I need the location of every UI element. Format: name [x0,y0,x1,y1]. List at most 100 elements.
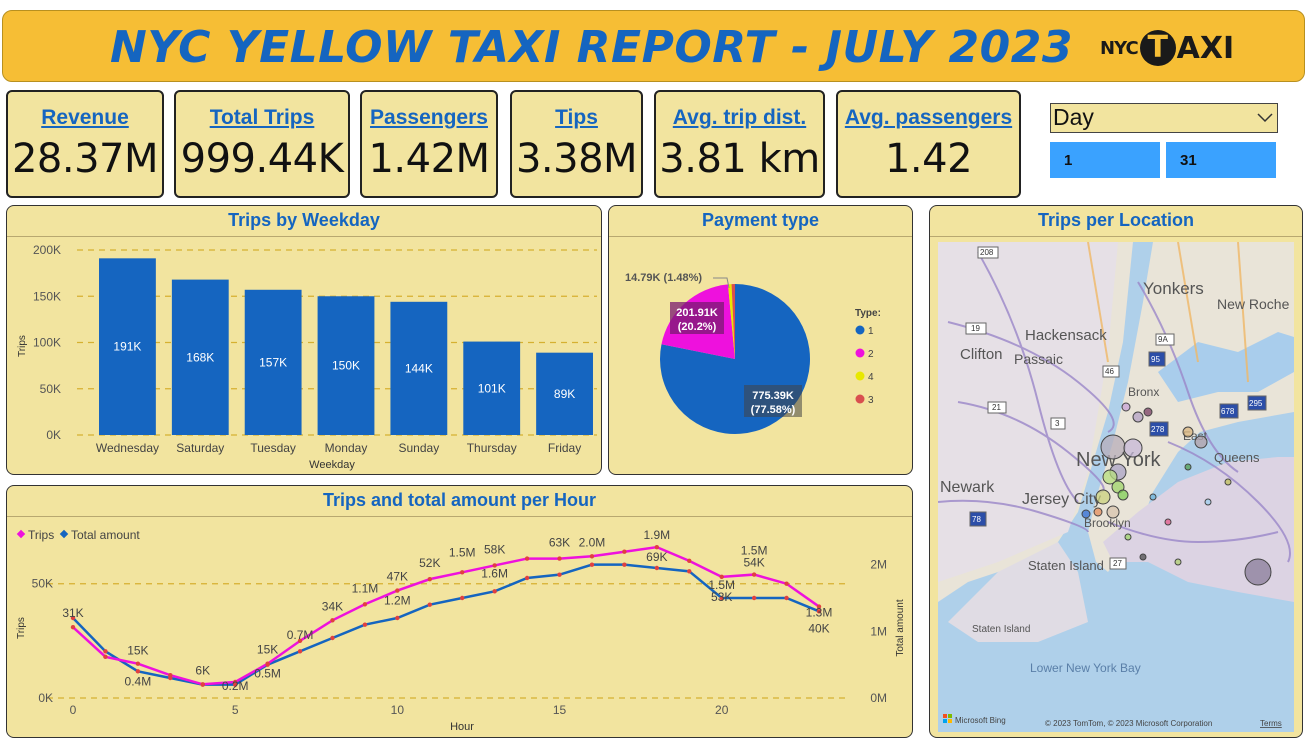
data-point [589,554,595,559]
route-shield: 27 [1113,559,1122,568]
bar-data-label: 157K [259,355,287,369]
data-point [524,575,530,581]
bar-data-label: 144K [405,361,433,375]
y-axis-title: Trips [17,335,28,357]
chevron-down-icon[interactable] [1257,110,1273,126]
bar-data-label: 150K [332,359,360,373]
map-label: Staten Island [972,624,1030,635]
data-point [687,558,692,564]
kpi-label: Avg. passengers [844,106,1013,129]
route-shield: 208 [980,248,994,257]
data-point [362,622,368,627]
point-data-label: 58K [484,542,505,556]
legend-label[interactable]: Total amount [71,528,140,542]
x-tick-label: Friday [548,441,581,455]
bar [463,341,521,435]
legend-label[interactable]: 3 [868,395,874,406]
data-point [427,576,432,582]
kpi-card-total-trips[interactable]: Total Trips 999.44K [174,90,350,198]
data-point [232,679,238,685]
pie-data-label: (77.58%) [751,404,796,416]
page-title: NYC YELLOW TAXI REPORT - JULY 2023 [110,22,1073,73]
data-point [751,572,757,577]
pie-data-label: 201.91K [676,307,718,319]
leader-line [713,277,730,289]
point-data-label: 15K [127,644,148,658]
data-point [816,609,822,614]
legend-label[interactable]: Trips [28,528,54,542]
point-data-label: 1.3M [806,606,833,620]
data-point [330,618,335,623]
legend-label[interactable]: 2 [868,349,874,360]
y-tick-label: 0K [38,691,53,705]
kpi-card-tips[interactable]: Tips 3.38M [510,90,643,198]
chart-title: Payment type [701,210,820,230]
day-slicer-dropdown[interactable]: Day [1050,103,1278,133]
trips-per-location-panel: Trips per Location Yonkers New Roche Hac… [929,205,1303,738]
slicer-range-end[interactable]: 31 [1166,142,1276,178]
bar [171,279,229,435]
point-data-label: 0.2M [222,679,249,693]
kpi-label: Avg. trip dist. [672,106,807,129]
data-point [492,589,497,594]
slicer-range-start[interactable]: 1 [1050,142,1160,178]
terms-link[interactable]: Terms [1260,719,1282,728]
pie-slice [727,284,735,359]
line-chart: 0K 50K 0M 1M 2M 0 5 10 15 20 Hour Trips Total amount… [16,528,906,733]
legend-label[interactable]: 1 [868,326,874,337]
bar [244,289,302,435]
x-tick-label: 10 [391,703,405,717]
kpi-card-avg-trip-dist[interactable]: Avg. trip dist. 3.81 km [654,90,825,198]
kpi-label: Total Trips [209,106,315,129]
data-point [70,615,76,621]
map-credits: © 2023 TomTom, © 2023 Microsoft Corporat… [1045,719,1212,728]
legend-marker [59,529,69,539]
bar [390,301,448,435]
series-line-trips [72,545,820,686]
legend-marker [855,371,865,381]
series-line-total-amount [72,563,820,686]
kpi-card-avg-passengers[interactable]: Avg. passengers 1.42 [836,90,1021,198]
data-point [297,638,303,644]
point-data-label: 1.5M [708,578,735,592]
data-point [687,569,692,574]
pie-data-label: 14.79K (1.48%) [625,272,702,284]
kpi-value: 1.42M [368,136,490,182]
kpi-label: Passengers [370,106,488,129]
route-shield: 19 [971,324,980,333]
data-point [103,649,108,654]
legend-label[interactable]: 4 [868,372,874,383]
map-label: Yonkers [1143,279,1204,298]
point-data-label: 1.2M [384,594,411,608]
point-data-label: 2.0M [579,535,606,549]
data-point [654,565,660,571]
route-shield: 278 [1151,425,1165,434]
map-label: Staten Island [1028,558,1104,573]
data-point [622,562,627,567]
kpi-card-passengers[interactable]: Passengers 1.42M [360,90,498,198]
bar [536,352,593,435]
kpi-card-revenue[interactable]: Revenue 28.37M [6,90,164,198]
map-label: New York [1076,449,1161,471]
x-tick-label: 0 [70,703,77,717]
y2-tick-label: 2M [870,558,887,572]
point-data-label: 0.7M [287,628,314,642]
data-point [460,570,465,575]
kpi-value: 28.37M [11,136,159,182]
pie-slice [731,284,735,359]
location-map[interactable]: Yonkers New Roche Hackensack Clifton Pas… [938,242,1294,732]
x-tick-label: 15 [553,703,567,717]
legend-marker [16,529,26,539]
data-point [297,649,303,654]
legend-title: Type: [855,308,881,319]
data-point [330,635,335,641]
point-data-label: 40K [808,622,829,636]
data-point [524,556,530,561]
bar-data-label: 101K [478,381,506,395]
point-data-label: 52K [419,556,440,570]
route-shield: 46 [1105,367,1114,376]
map-label: New Roche [1217,296,1290,312]
point-data-label: 53K [711,590,732,604]
data-point [654,544,660,550]
bar [99,258,156,435]
